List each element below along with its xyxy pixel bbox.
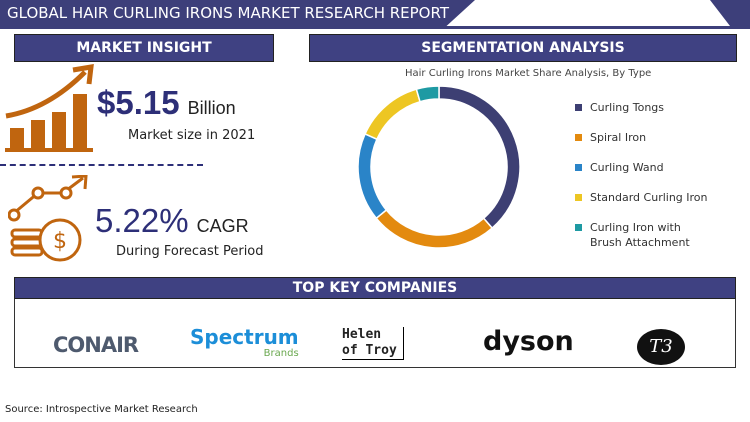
- dyson-logo: dyson: [483, 326, 574, 357]
- legend-swatch: [575, 134, 582, 141]
- legend-item: Curling Wand: [575, 160, 708, 190]
- conair-logo: CONAIR: [53, 333, 139, 357]
- spectrum-text: Spectrum: [190, 325, 299, 349]
- cagr-unit: CAGR: [196, 216, 249, 236]
- corner-decoration: [710, 0, 750, 26]
- source-note: Source: Introspective Market Research: [5, 404, 198, 415]
- legend-label: Curling Tongs: [590, 100, 664, 115]
- legend-item: Curling Tongs: [575, 100, 708, 130]
- title-underline: [0, 26, 750, 29]
- coins-growth-icon: $: [8, 175, 88, 262]
- legend-label-line: Spiral Iron: [590, 131, 647, 144]
- legend-label: Standard Curling Iron: [590, 190, 708, 205]
- legend-label-line: Brush Attachment: [590, 236, 690, 249]
- t3-logo: T3: [637, 329, 685, 365]
- donut-slice-curling-iron-with-brush-attachment: [415, 85, 440, 103]
- companies-header: TOP KEY COMPANIES: [14, 277, 736, 299]
- legend-swatch: [575, 164, 582, 171]
- legend-item: Spiral Iron: [575, 130, 708, 160]
- market-size-label: Market size in 2021: [128, 128, 256, 143]
- donut-chart: [357, 85, 521, 249]
- cagr-label: During Forecast Period: [116, 244, 264, 259]
- legend-label: Curling Iron with Brush Attachment: [590, 220, 690, 250]
- donut-slice-curling-wand: [357, 132, 388, 220]
- svg-text:$: $: [53, 229, 67, 254]
- donut-slice-curling-tongs: [438, 85, 521, 230]
- legend-label-line: Curling Iron with: [590, 221, 681, 234]
- legend-swatch: [575, 224, 582, 231]
- legend-swatch: [575, 194, 582, 201]
- market-size-value: $5.15: [97, 84, 180, 121]
- market-insight-header: MARKET INSIGHT: [14, 34, 274, 62]
- cagr-row: 5.22% CAGR: [95, 202, 249, 240]
- helen-of-troy-logo: Helen of Troy: [342, 327, 404, 360]
- legend-label: Curling Wand: [590, 160, 664, 175]
- report-title: GLOBAL HAIR CURLING IRONS MARKET RESEARC…: [0, 0, 475, 26]
- legend-item: Curling Iron with Brush Attachment: [575, 220, 708, 250]
- spectrum-brands-text: Brands: [263, 348, 299, 359]
- cagr-value: 5.22%: [95, 202, 189, 239]
- market-size-unit: Billion: [187, 98, 236, 118]
- legend-swatch: [575, 104, 582, 111]
- donut-slice-standard-curling-iron: [364, 88, 421, 141]
- segmentation-header: SEGMENTATION ANALYSIS: [309, 34, 737, 62]
- of-troy-text: of Troy: [342, 343, 397, 358]
- divider: [0, 164, 203, 166]
- chart-title: Hair Curling Irons Market Share Analysis…: [405, 68, 652, 79]
- helen-text: Helen: [342, 327, 382, 342]
- legend-label-line: Standard Curling Iron: [590, 191, 708, 204]
- spectrum-logo: Spectrum Brands: [190, 326, 299, 359]
- legend-label-line: Curling Wand: [590, 161, 664, 174]
- legend-item: Standard Curling Iron: [575, 190, 708, 220]
- market-size-row: $5.15 Billion: [97, 84, 236, 122]
- legend-label: Spiral Iron: [590, 130, 646, 145]
- legend-label-line: Curling Tongs: [590, 101, 665, 114]
- bar-growth-icon: [5, 64, 94, 152]
- chart-legend: Curling Tongs Spiral Iron Curling Wand Stan…: [575, 100, 708, 250]
- donut-slice-spiral-iron: [375, 208, 494, 249]
